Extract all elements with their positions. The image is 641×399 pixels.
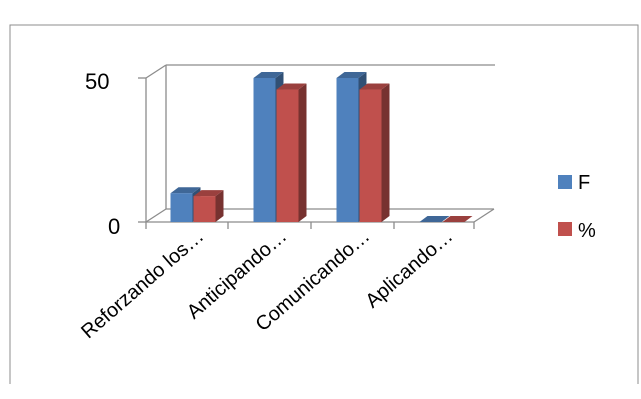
y-tick-label-50: 50: [85, 69, 109, 94]
chart-border: [9, 24, 639, 384]
bar-percent-1: [276, 83, 307, 223]
bar-front: [170, 193, 193, 222]
bar-front: [336, 78, 359, 222]
bar-front: [276, 89, 299, 223]
bar-side: [298, 83, 307, 223]
bar-side: [381, 83, 390, 223]
legend: F %: [558, 172, 596, 242]
bar-front: [253, 78, 276, 222]
bar-top: [193, 190, 224, 197]
bar-front: [359, 89, 382, 223]
floor-right-edge: [473, 208, 495, 223]
bar-top: [253, 72, 284, 78]
bar-top: [419, 216, 450, 222]
bar-percent-2: [359, 83, 390, 223]
legend-swatch-percent: [558, 222, 572, 236]
bar-top: [276, 83, 307, 90]
bars-group: [170, 72, 473, 223]
bar-side: [215, 190, 224, 222]
bar-f-3: [419, 216, 450, 222]
bar-top: [170, 187, 201, 194]
top-depth-edge: [145, 64, 167, 79]
legend-label-f: F: [578, 172, 590, 194]
bar-percent-3: [442, 216, 473, 222]
bar-front: [193, 196, 216, 222]
legend-label-percent: %: [578, 220, 596, 242]
category-labels: Reforzando los…Anticipando…Comunicando…A…: [77, 225, 457, 343]
bar-top: [442, 216, 473, 222]
floor-left-edge: [145, 208, 167, 223]
bar-top: [359, 83, 390, 90]
bar-top: [336, 72, 367, 78]
category-label-0: Reforzando los…: [77, 225, 208, 343]
bar-percent-0: [193, 190, 224, 222]
y-tick-label-0: 0: [108, 214, 120, 239]
category-label-3: Aplicando…: [361, 225, 457, 312]
legend-swatch-f: [558, 175, 572, 189]
